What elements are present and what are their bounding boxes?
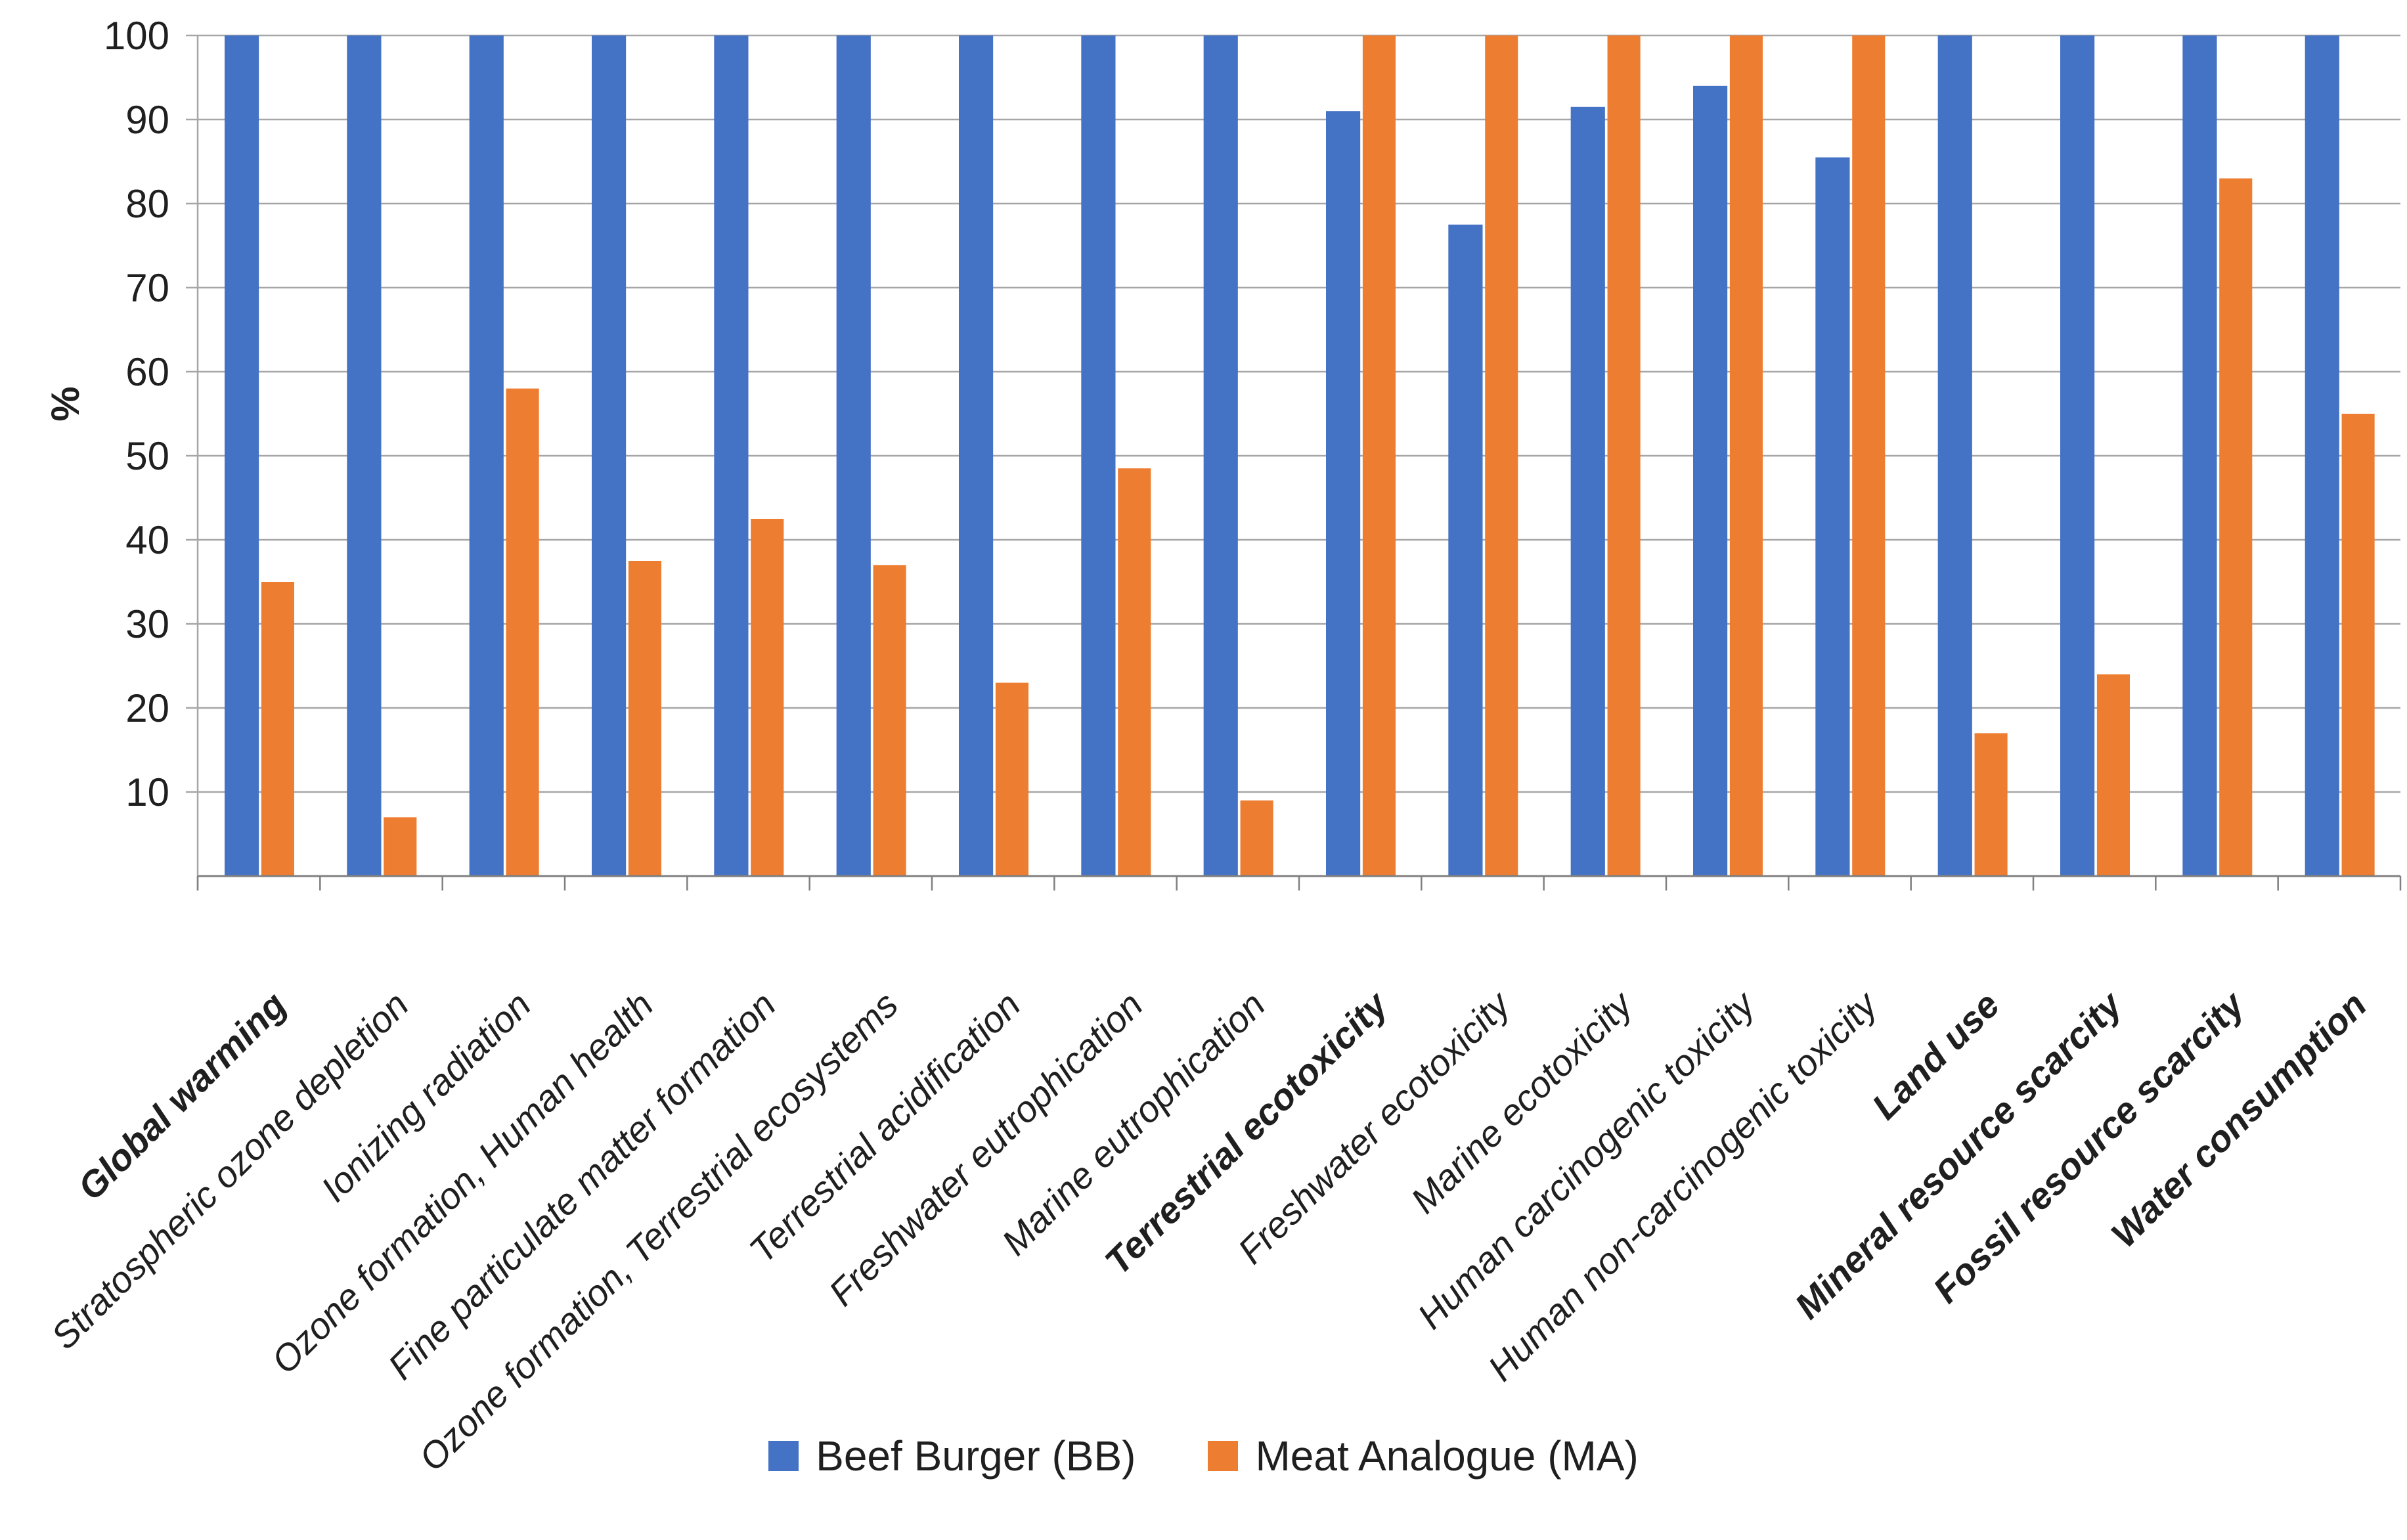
y-tick-label-30: 30	[125, 602, 169, 646]
category-label-0: Global warming	[70, 984, 294, 1208]
bar-bb-1	[347, 35, 382, 876]
y-tick-label-50: 50	[125, 434, 169, 478]
y-tick-label-80: 80	[125, 182, 169, 226]
y-tick-label-90: 90	[125, 98, 169, 142]
bar-bb-9	[1325, 111, 1361, 877]
y-tick-label-70: 70	[125, 266, 169, 310]
bar-ma-9	[1362, 35, 1396, 876]
bar-ma-1	[384, 817, 417, 876]
bar-ma-15	[2096, 674, 2130, 876]
y-tick-label-100: 100	[104, 14, 169, 58]
bar-ma-16	[2219, 178, 2253, 877]
bar-ma-14	[1974, 733, 2008, 876]
bar-ma-13	[1852, 35, 1886, 876]
bar-ma-4	[751, 519, 784, 876]
bar-bb-13	[1815, 157, 1850, 877]
bar-bb-15	[2060, 35, 2095, 876]
legend-item-beef-burger: Beef Burger (BB)	[768, 1435, 1136, 1477]
bar-bb-7	[1081, 35, 1116, 876]
bar-ma-11	[1607, 35, 1641, 876]
bar-bb-16	[2182, 35, 2217, 876]
category-label-11: Marine ecotoxicity	[1403, 982, 1642, 1221]
bar-bb-8	[1203, 35, 1238, 876]
bar-bb-10	[1448, 225, 1483, 876]
bar-ma-10	[1485, 35, 1518, 876]
bar-bb-12	[1692, 85, 1728, 876]
bar-bb-2	[469, 35, 504, 876]
bar-ma-6	[995, 682, 1028, 876]
y-axis-title: %	[43, 386, 87, 421]
bar-bb-11	[1570, 106, 1605, 876]
y-tick-label-20: 20	[125, 686, 169, 730]
bar-ma-12	[1729, 35, 1763, 876]
y-tick-label-60: 60	[125, 350, 169, 394]
legend-label-meat-analogue: Meat Analogue (MA)	[1255, 1432, 1639, 1480]
bar-bb-17	[2305, 35, 2339, 876]
bar-ma-17	[2341, 414, 2375, 876]
bar-bb-3	[591, 35, 627, 876]
bar-ma-3	[628, 561, 661, 876]
bar-bb-6	[958, 35, 994, 876]
y-tick-label-40: 40	[125, 518, 169, 562]
bar-bb-14	[1937, 35, 1972, 876]
bar-ma-0	[261, 582, 294, 876]
y-tick-label-10: 10	[125, 770, 169, 814]
bar-bb-0	[224, 35, 259, 876]
bar-ma-2	[506, 388, 539, 876]
bar-bb-5	[836, 35, 871, 876]
legend: Beef Burger (BB) Meat Analogue (MA)	[0, 1435, 2407, 1477]
legend-label-beef-burger: Beef Burger (BB)	[816, 1432, 1136, 1480]
legend-item-meat-analogue: Meat Analogue (MA)	[1208, 1432, 1639, 1480]
bar-ma-7	[1118, 468, 1151, 876]
bar-bb-4	[714, 35, 749, 876]
bar-ma-8	[1240, 800, 1273, 876]
legend-swatch-beef-burger-icon	[768, 1441, 799, 1471]
legend-swatch-meat-analogue-icon	[1208, 1441, 1239, 1471]
bar-ma-5	[873, 565, 906, 876]
category-label-2: Ionizing radiation	[313, 984, 539, 1210]
